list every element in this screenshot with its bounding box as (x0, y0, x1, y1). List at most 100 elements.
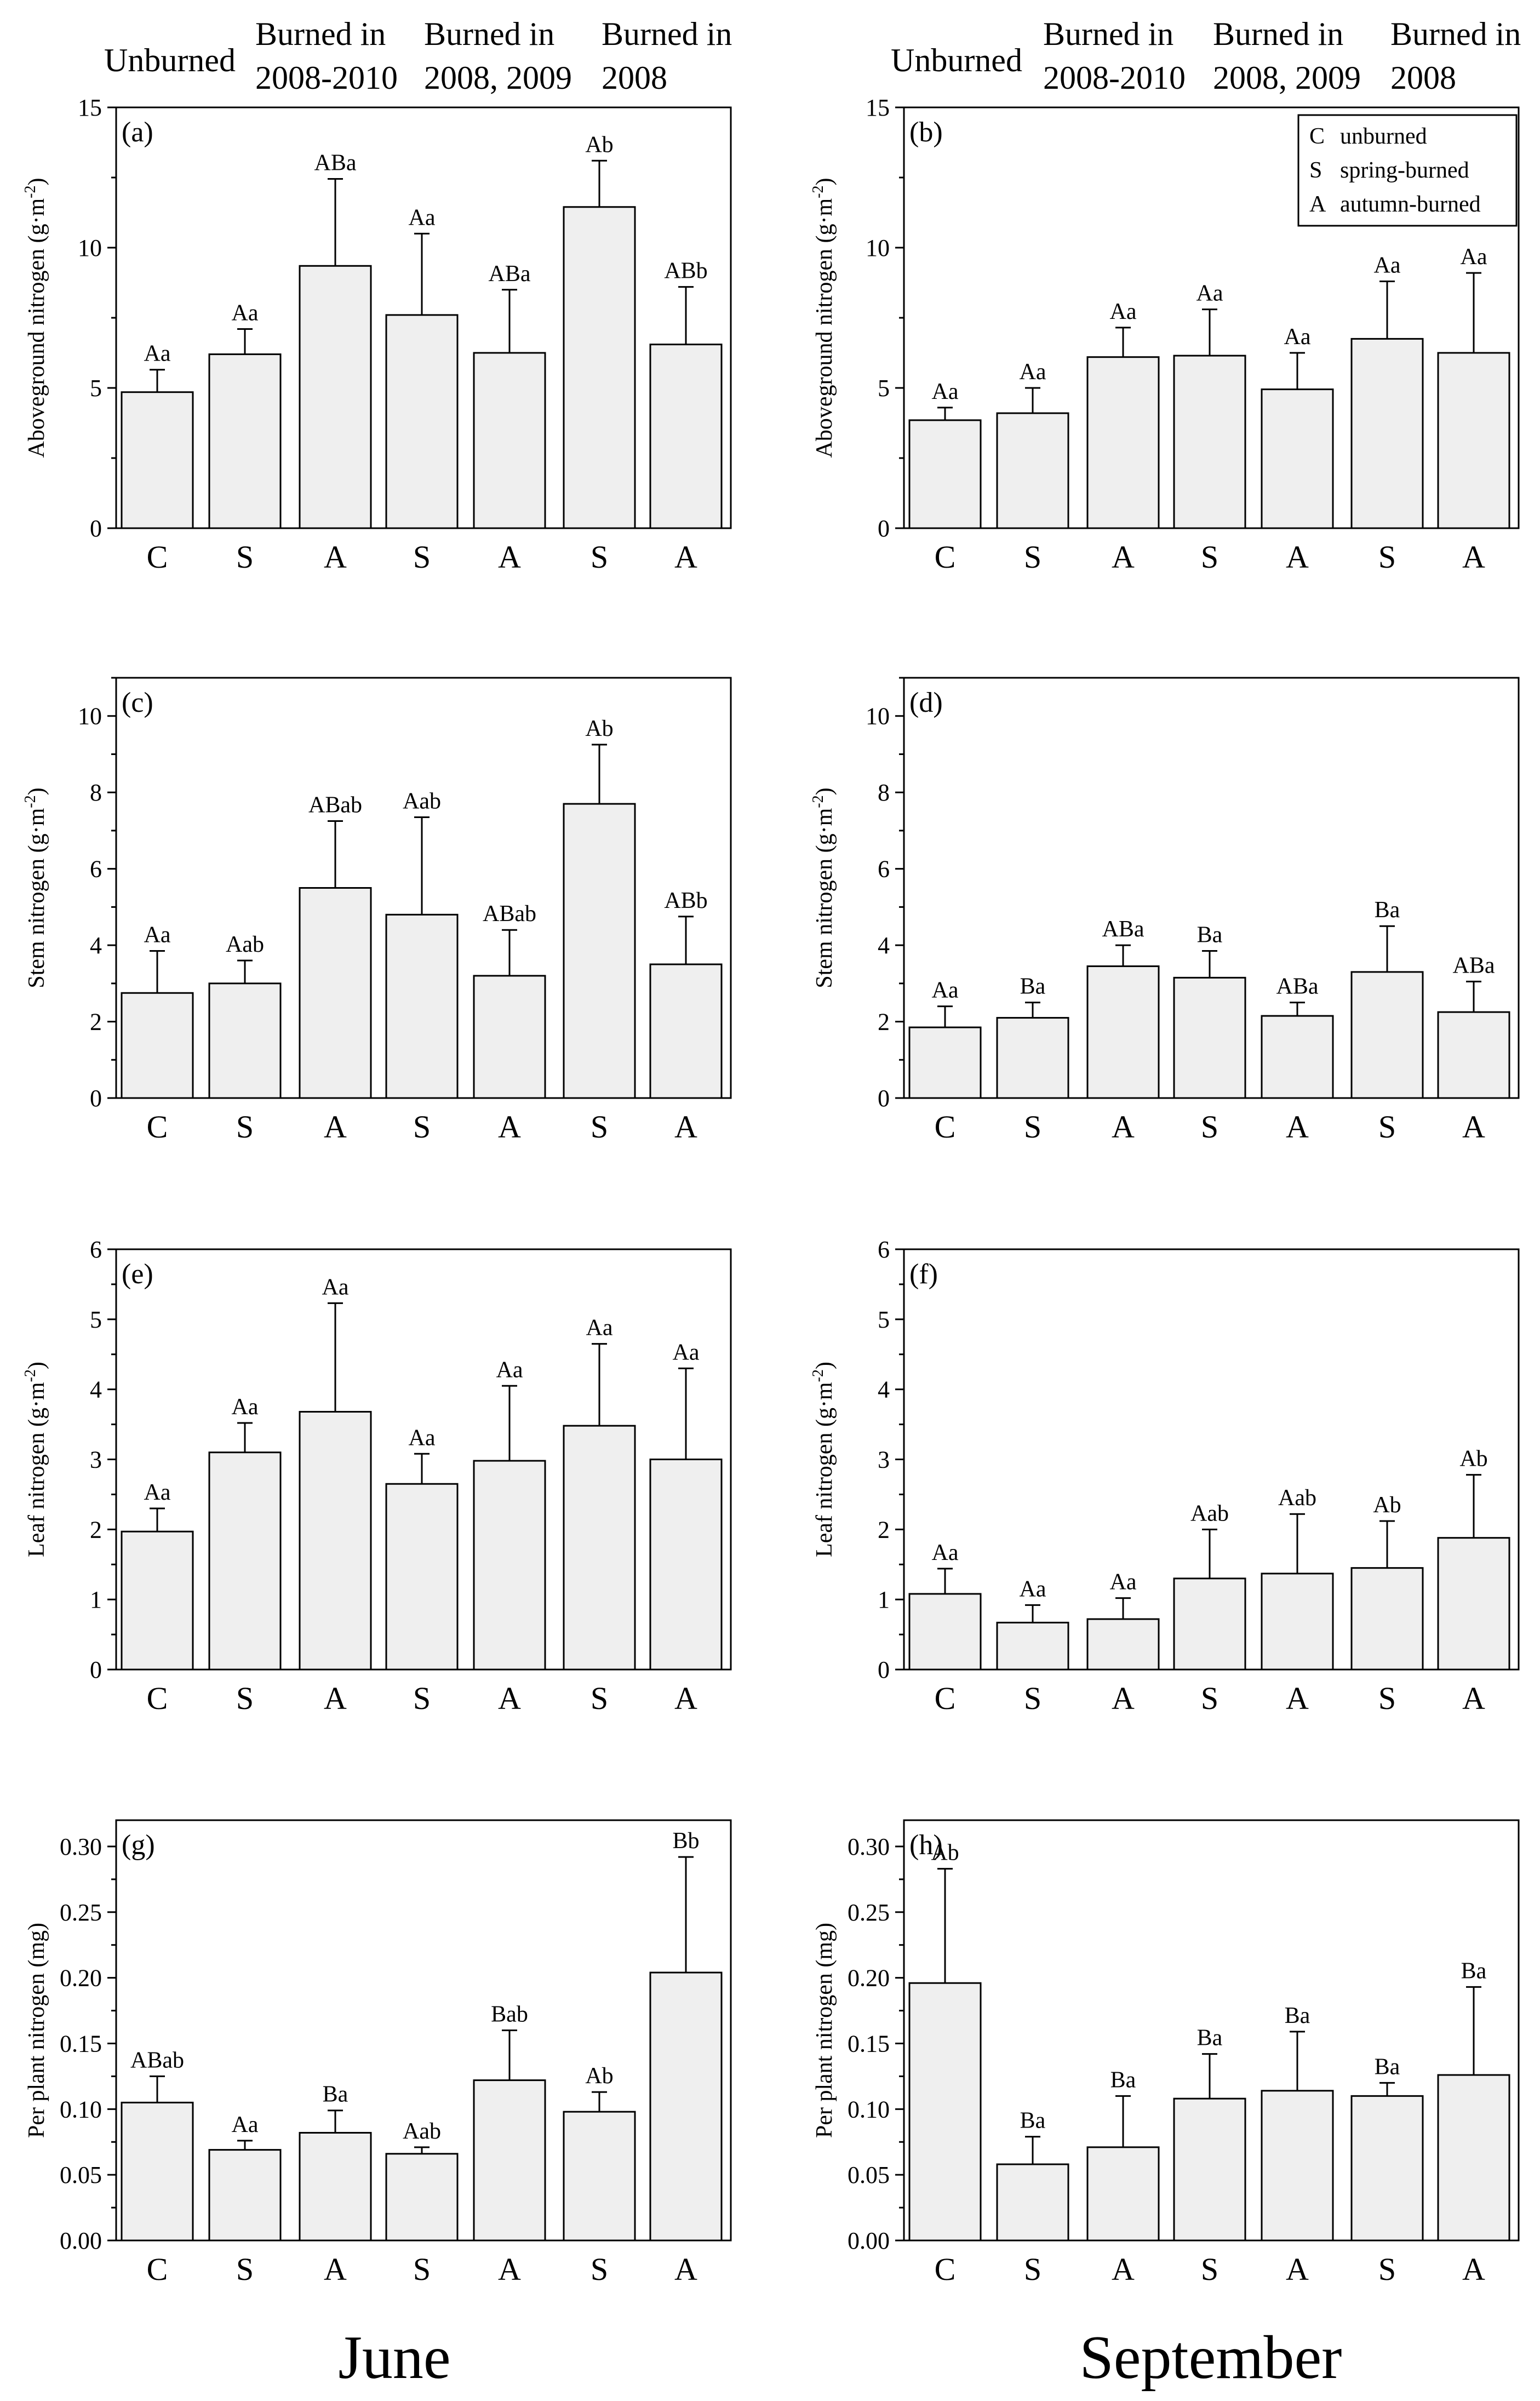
significance-label-d-5: Ba (1375, 897, 1400, 923)
bar-g-0 (121, 2101, 194, 2242)
significance-label-e-2: Aa (322, 1274, 349, 1300)
panel-letter-g: (g) (122, 1830, 155, 1861)
significance-label-h-2: Ba (1110, 2067, 1136, 2093)
x-category-label-f-2: A (1112, 1680, 1135, 1716)
x-category-label-h-1: S (1024, 2251, 1041, 2287)
y-tick-label-e: 5 (90, 1306, 102, 1333)
bar-f-3 (1173, 1577, 1246, 1671)
bar-h-2 (1086, 2146, 1160, 2242)
panel-g: 0.00 0.05 0.10 0.15 0.20 0.25 0.30 Per plant ni… (24, 1819, 732, 2287)
significance-label-b-1: Aa (1020, 359, 1046, 385)
y-axis-label-sup-d: -2 (810, 795, 827, 808)
x-category-label-h-3: S (1201, 2251, 1218, 2287)
y-tick-label-f: 4 (878, 1376, 890, 1403)
x-category-label-d-3: S (1201, 1109, 1218, 1145)
panel-c: 0 2 4 6 8 10 Stem nitrogen (g·m-2) (c) Aa C Aab S AB… (22, 677, 732, 1145)
bar-e-3 (385, 1483, 459, 1671)
bar-a-6 (649, 344, 723, 529)
significance-label-f-4: Aab (1278, 1485, 1316, 1511)
y-tick-label-h: 0.10 (848, 2096, 890, 2123)
x-category-label-e-6: A (674, 1680, 697, 1716)
y-axis-label-a: Aboveground nitrogen (g·m-2) (22, 178, 49, 458)
panel-h: 0.00 0.05 0.10 0.15 0.20 0.25 0.30 Per plant ni… (812, 1819, 1520, 2287)
bar-h-4 (1261, 2090, 1334, 2242)
y-tick-label-d: 8 (878, 779, 890, 806)
significance-label-b-3: Aa (1196, 281, 1223, 306)
significance-label-g-5: Ab (585, 2063, 613, 2089)
significance-label-c-3: Aab (403, 789, 441, 814)
significance-label-d-1: Ba (1020, 974, 1046, 999)
significance-label-c-5: Ab (585, 716, 613, 741)
x-category-label-e-0: C (147, 1680, 168, 1716)
y-tick-label-f: 0 (878, 1656, 890, 1683)
x-category-label-a-1: S (236, 539, 254, 575)
significance-label-e-4: Aa (496, 1357, 523, 1382)
x-category-label-c-1: S (236, 1109, 254, 1145)
y-tick-label-f: 1 (878, 1586, 890, 1613)
y-tick-label-b: 0 (878, 515, 890, 542)
bar-c-0 (121, 992, 194, 1099)
bar-h-1 (996, 2163, 1069, 2242)
y-tick-label-d: 0 (878, 1085, 890, 1112)
x-category-label-b-6: A (1462, 539, 1485, 575)
x-category-label-a-4: A (498, 539, 521, 575)
legend-label-unburned: unburned (1340, 124, 1427, 149)
significance-label-g-3: Aab (403, 2119, 441, 2144)
y-tick-label-b: 10 (866, 235, 890, 261)
significance-label-c-2: ABab (308, 792, 362, 818)
significance-label-e-6: Aa (673, 1340, 700, 1365)
legend-code-s: S (1309, 158, 1322, 183)
x-category-label-h-0: C (935, 2251, 956, 2287)
significance-label-h-5: Ba (1375, 2054, 1400, 2079)
x-category-label-a-5: S (591, 539, 608, 575)
header-g1-line1-june: Burned in (255, 16, 386, 52)
y-tick-label-d: 10 (866, 703, 890, 730)
bar-b-6 (1437, 352, 1510, 529)
bar-b-3 (1173, 355, 1246, 529)
y-axis-label-e: Leaf nitrogen (g·m-2) (22, 1362, 49, 1557)
x-category-label-g-1: S (236, 2251, 254, 2287)
significance-label-b-5: Aa (1374, 253, 1401, 278)
x-category-label-f-5: S (1378, 1680, 1396, 1716)
significance-label-a-3: Aa (409, 205, 436, 230)
y-axis-label-close-f: ) (812, 1362, 837, 1369)
x-category-label-e-3: S (413, 1680, 431, 1716)
bar-b-1 (996, 412, 1069, 529)
y-axis-label-d: Stem nitrogen (g·m-2) (810, 787, 837, 988)
significance-label-f-5: Ab (1373, 1493, 1401, 1518)
month-title-june: June (338, 2324, 450, 2392)
y-axis-label-sup-b: -2 (810, 186, 827, 198)
month-title-september: September (1080, 2324, 1342, 2392)
bar-f-5 (1350, 1567, 1424, 1671)
x-category-label-d-0: C (935, 1109, 956, 1145)
y-axis-label-close-c: ) (24, 787, 49, 795)
x-category-label-b-3: S (1201, 539, 1218, 575)
x-category-label-d-2: A (1112, 1109, 1135, 1145)
x-category-label-a-0: C (147, 539, 168, 575)
significance-label-f-3: Aab (1190, 1501, 1229, 1526)
legend-code-c: C (1309, 124, 1325, 149)
y-tick-label-d: 6 (878, 856, 890, 883)
x-category-label-c-4: A (498, 1109, 521, 1145)
bar-c-5 (563, 803, 636, 1099)
y-axis-label-sup-a: -2 (22, 186, 39, 198)
significance-label-e-5: Aa (586, 1316, 613, 1341)
significance-label-f-2: Aa (1110, 1570, 1137, 1595)
x-category-label-h-2: A (1112, 2251, 1135, 2287)
x-category-label-g-4: A (498, 2251, 521, 2287)
y-tick-label-e: 4 (90, 1376, 102, 1403)
bar-f-1 (996, 1621, 1069, 1671)
bar-g-3 (385, 2153, 459, 2242)
bar-d-0 (908, 1026, 982, 1099)
significance-label-a-0: Aa (144, 341, 171, 367)
panel-letter-e: (e) (122, 1259, 153, 1290)
header-g1-line1-september: Burned in (1043, 16, 1173, 52)
y-tick-label-d: 4 (878, 932, 890, 959)
x-category-label-e-1: S (236, 1680, 254, 1716)
significance-label-h-6: Ba (1461, 1958, 1487, 1983)
significance-label-a-4: ABa (489, 261, 531, 287)
y-tick-label-b: 15 (866, 94, 890, 121)
x-category-label-f-6: A (1462, 1680, 1485, 1716)
